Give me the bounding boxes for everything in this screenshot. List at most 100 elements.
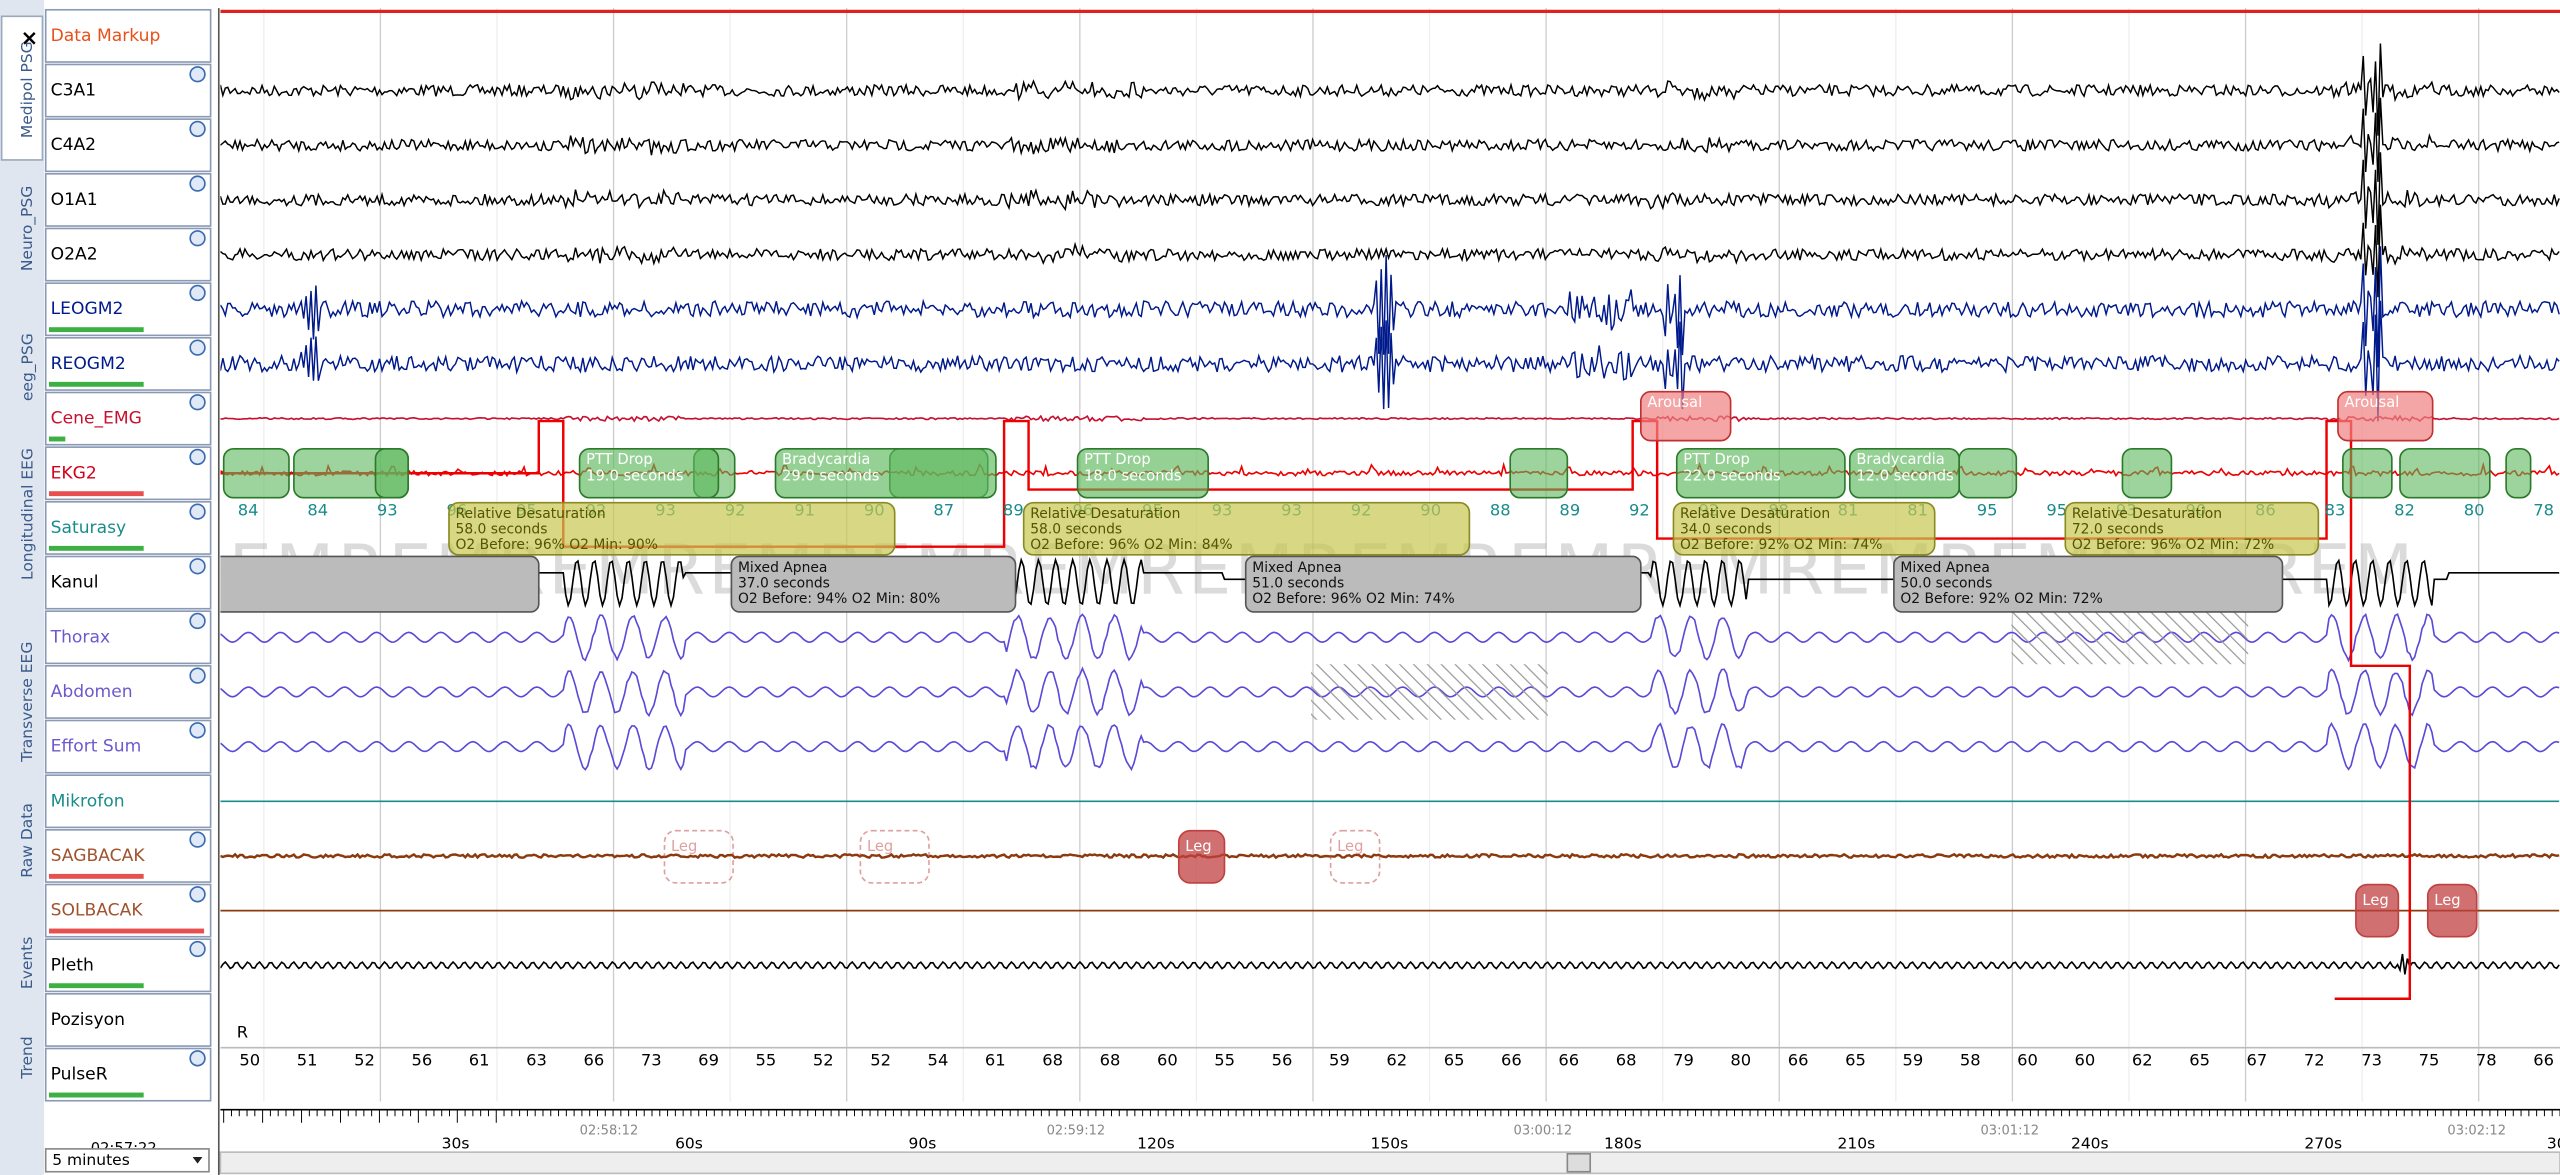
tab-strip — [0, 0, 45, 1175]
channel-label: Abdomen — [51, 682, 133, 702]
tab-label[interactable]: Medipol PSG — [18, 41, 36, 138]
info-icon[interactable] — [189, 940, 206, 958]
pulse-value: 52 — [813, 1050, 834, 1069]
channel-box[interactable] — [44, 227, 212, 282]
waveform — [220, 414, 2560, 423]
apnea-box — [730, 555, 1017, 613]
stage-line — [220, 419, 2412, 1000]
channel-box[interactable] — [44, 993, 212, 1047]
channel-label: EKG2 — [51, 463, 97, 483]
pulse-value: 66 — [583, 1050, 604, 1069]
event-box — [1848, 447, 1960, 499]
apnea-label: Mixed Apnea — [1252, 560, 1341, 576]
time-seconds: 60s — [675, 1134, 703, 1152]
tab-label[interactable]: Trend — [18, 1036, 36, 1079]
waveform — [220, 721, 2560, 772]
apnea-duration: 50.0 seconds — [1900, 575, 1992, 591]
info-icon[interactable] — [189, 66, 206, 83]
info-icon[interactable] — [189, 831, 206, 848]
info-icon[interactable] — [189, 120, 206, 138]
scrollbar[interactable] — [219, 1151, 2560, 1175]
pulse-value: 66 — [1788, 1050, 1809, 1069]
pulse-value: 59 — [1329, 1050, 1350, 1069]
dropdown-arrow — [192, 1157, 203, 1164]
pulse-value: 67 — [2247, 1050, 2268, 1069]
info-icon[interactable] — [189, 284, 206, 302]
tab-label[interactable]: Raw Data — [18, 803, 36, 878]
channel-box[interactable] — [44, 719, 212, 774]
channel-box[interactable] — [44, 1047, 212, 1102]
channel-box[interactable] — [44, 282, 212, 337]
channel-box[interactable] — [44, 829, 212, 883]
position-value: R — [237, 1023, 248, 1042]
info-icon[interactable] — [189, 667, 206, 684]
pulse-value: 62 — [2132, 1050, 2153, 1069]
leg-label: Leg — [1337, 838, 1363, 855]
event-box — [2121, 447, 2173, 499]
info-icon[interactable] — [189, 448, 206, 466]
channel-box[interactable] — [44, 8, 212, 63]
channel-label: SOLBACAK — [51, 901, 144, 921]
event-box — [774, 447, 997, 499]
close-button[interactable]: × — [20, 26, 38, 51]
channel-box[interactable] — [44, 391, 212, 446]
channel-label: Effort Sum — [51, 737, 142, 757]
saturation-value: 89 — [1559, 500, 1580, 519]
channel-box[interactable] — [44, 336, 212, 391]
info-icon[interactable] — [189, 612, 206, 630]
event-box — [2505, 447, 2532, 499]
channel-box[interactable] — [44, 172, 212, 227]
info-icon[interactable] — [189, 175, 206, 192]
event-label: Bradycardia — [782, 451, 870, 468]
scroll-thumb[interactable] — [1566, 1152, 1592, 1173]
desaturation-o2: O2 Before: 96% O2 Min: 84% — [1030, 537, 1232, 553]
channel-box[interactable] — [44, 883, 212, 938]
channel-box[interactable] — [44, 118, 212, 173]
tab-label[interactable]: Events — [18, 937, 36, 989]
window-dropdown[interactable] — [44, 1148, 210, 1173]
waveform — [220, 852, 2560, 860]
pulse-value: 75 — [2419, 1050, 2440, 1069]
pulse-value: 80 — [1730, 1050, 1751, 1069]
channel-level — [48, 983, 144, 989]
channel-label: C4A2 — [51, 135, 96, 155]
waveform — [220, 953, 2560, 975]
pulse-value: 56 — [1272, 1050, 1293, 1069]
tab-label[interactable]: Transverse EEG — [18, 642, 36, 763]
info-icon[interactable] — [189, 722, 206, 739]
pulse-value: 60 — [2075, 1050, 2096, 1069]
info-icon[interactable] — [189, 1050, 206, 1067]
channel-label: Mikrofon — [51, 791, 125, 811]
channel-level — [48, 436, 66, 442]
info-icon[interactable] — [189, 503, 206, 520]
channel-box[interactable] — [44, 446, 212, 501]
info-icon[interactable] — [189, 230, 206, 247]
leg-box — [1177, 829, 1226, 884]
saturation-value: 95 — [2046, 500, 2067, 519]
desaturation-duration: 58.0 seconds — [456, 522, 548, 538]
desaturation-box — [1672, 501, 1936, 556]
event-box — [578, 447, 720, 499]
channel-label: Cene_EMG — [51, 409, 142, 429]
channel-box[interactable] — [44, 63, 212, 118]
channel-box[interactable] — [44, 501, 212, 555]
channel-box[interactable] — [44, 665, 212, 719]
tab-label[interactable]: Neuro_PSG — [18, 186, 37, 271]
info-icon[interactable] — [189, 394, 206, 411]
channel-box[interactable] — [44, 610, 212, 665]
channel-box[interactable] — [44, 938, 212, 993]
time-clock: 03:00:12 — [1514, 1123, 1573, 1138]
desaturation-box — [448, 501, 896, 556]
info-icon[interactable] — [189, 886, 206, 903]
channel-box[interactable] — [44, 555, 212, 610]
tab-label[interactable]: eeg_PSG — [18, 333, 37, 401]
channel-box[interactable] — [44, 774, 212, 829]
active-tab[interactable] — [0, 15, 44, 161]
pulse-value: 66 — [1501, 1050, 1522, 1069]
tab-label[interactable]: Longitudinal EEG — [18, 448, 36, 580]
info-icon[interactable] — [189, 558, 206, 575]
time-clock: 02:58:12 — [580, 1123, 639, 1138]
pulse-value: 55 — [1214, 1050, 1235, 1069]
info-icon[interactable] — [189, 339, 206, 356]
pulse-value: 63 — [526, 1050, 547, 1069]
